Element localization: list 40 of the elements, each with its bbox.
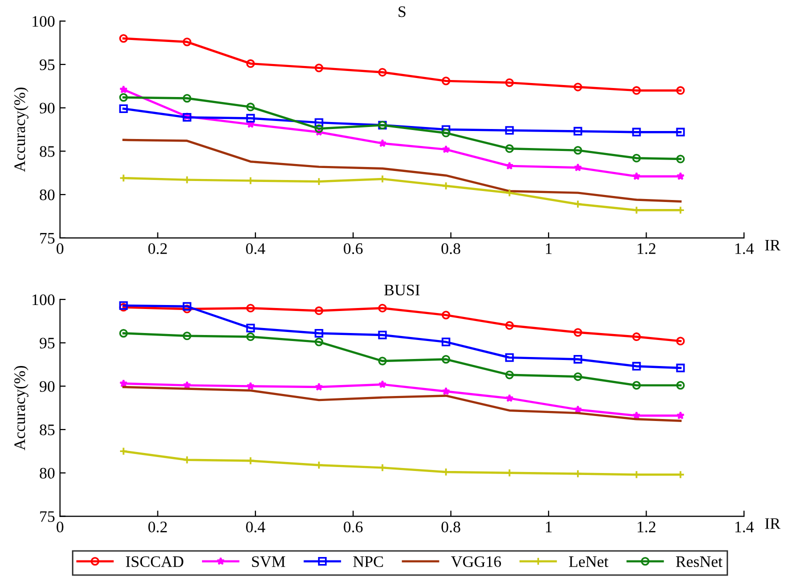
legend-label: ISCCAD: [126, 556, 184, 568]
legend-label: VGG16: [451, 556, 501, 568]
x-tick-label: 1.2: [638, 243, 656, 254]
y-tick-label: 90: [40, 381, 55, 392]
y-tick-label: 80: [40, 189, 55, 200]
y-tick-label: 80: [40, 468, 55, 479]
x-tick-label: 0.8: [441, 522, 460, 532]
y-tick-label: 85: [40, 424, 55, 436]
y-tick-label: 90: [40, 102, 55, 114]
y-tick-label: 95: [40, 59, 55, 70]
y-tick-label: 100: [32, 16, 55, 27]
x-tick-label: 1.4: [735, 243, 754, 254]
y-axis-title: Accuracy(%): [14, 366, 28, 450]
y-tick-label: 75: [40, 511, 55, 522]
y-tick-label: 95: [40, 338, 55, 349]
x-tick-label: 0.4: [246, 522, 266, 532]
y-tick-label: 75: [40, 233, 55, 244]
x-tick-label: 0: [56, 243, 64, 254]
y-axis-title: Accuracy(%): [14, 88, 28, 172]
x-tick-label: 0.6: [344, 522, 363, 532]
x-tick-label: 1: [546, 243, 552, 254]
x-tick-label: 0.6: [344, 243, 363, 254]
legend-label: ResNet: [676, 556, 722, 568]
chart-title: S: [398, 6, 406, 18]
x-tick-label: 1: [546, 522, 552, 532]
legend-label: SVM: [252, 556, 286, 568]
x-tick-label: 0.4: [246, 243, 266, 254]
x-tick-label: 1.4: [735, 522, 754, 532]
x-tick-label: 0: [56, 522, 64, 532]
legend-label: LeNet: [569, 556, 608, 568]
x-tick-label: 0.2: [148, 243, 167, 254]
x-tick-label: 0.8: [441, 243, 460, 254]
chart-title: BUSI: [384, 284, 420, 296]
y-tick-label: 85: [40, 146, 55, 157]
x-tick-label: 0.2: [148, 522, 167, 532]
legend-label: NPC: [353, 556, 383, 568]
x-tick-label: 1.2: [638, 522, 656, 532]
x-axis-title: IR: [765, 518, 780, 529]
y-tick-label: 100: [32, 294, 55, 306]
x-axis-title: IR: [765, 240, 780, 250]
